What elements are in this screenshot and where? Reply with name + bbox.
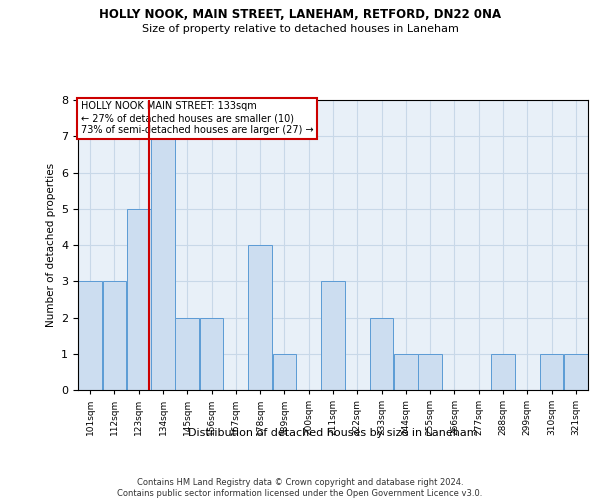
Bar [272, 354, 296, 390]
Bar [200, 318, 223, 390]
Bar [248, 245, 272, 390]
Bar [321, 281, 345, 390]
Bar [418, 354, 442, 390]
Bar [151, 136, 175, 390]
Text: Contains HM Land Registry data © Crown copyright and database right 2024.
Contai: Contains HM Land Registry data © Crown c… [118, 478, 482, 498]
Bar [539, 354, 563, 390]
Text: Size of property relative to detached houses in Laneham: Size of property relative to detached ho… [142, 24, 458, 34]
Bar [103, 281, 127, 390]
Text: HOLLY NOOK, MAIN STREET, LANEHAM, RETFORD, DN22 0NA: HOLLY NOOK, MAIN STREET, LANEHAM, RETFOR… [99, 8, 501, 20]
Bar [370, 318, 394, 390]
Bar [564, 354, 588, 390]
Bar [127, 209, 151, 390]
Bar [175, 318, 199, 390]
Y-axis label: Number of detached properties: Number of detached properties [46, 163, 56, 327]
Text: Distribution of detached houses by size in Laneham: Distribution of detached houses by size … [188, 428, 478, 438]
Bar [78, 281, 102, 390]
Bar [491, 354, 515, 390]
Text: HOLLY NOOK MAIN STREET: 133sqm
← 27% of detached houses are smaller (10)
73% of : HOLLY NOOK MAIN STREET: 133sqm ← 27% of … [80, 102, 313, 134]
Bar [394, 354, 418, 390]
